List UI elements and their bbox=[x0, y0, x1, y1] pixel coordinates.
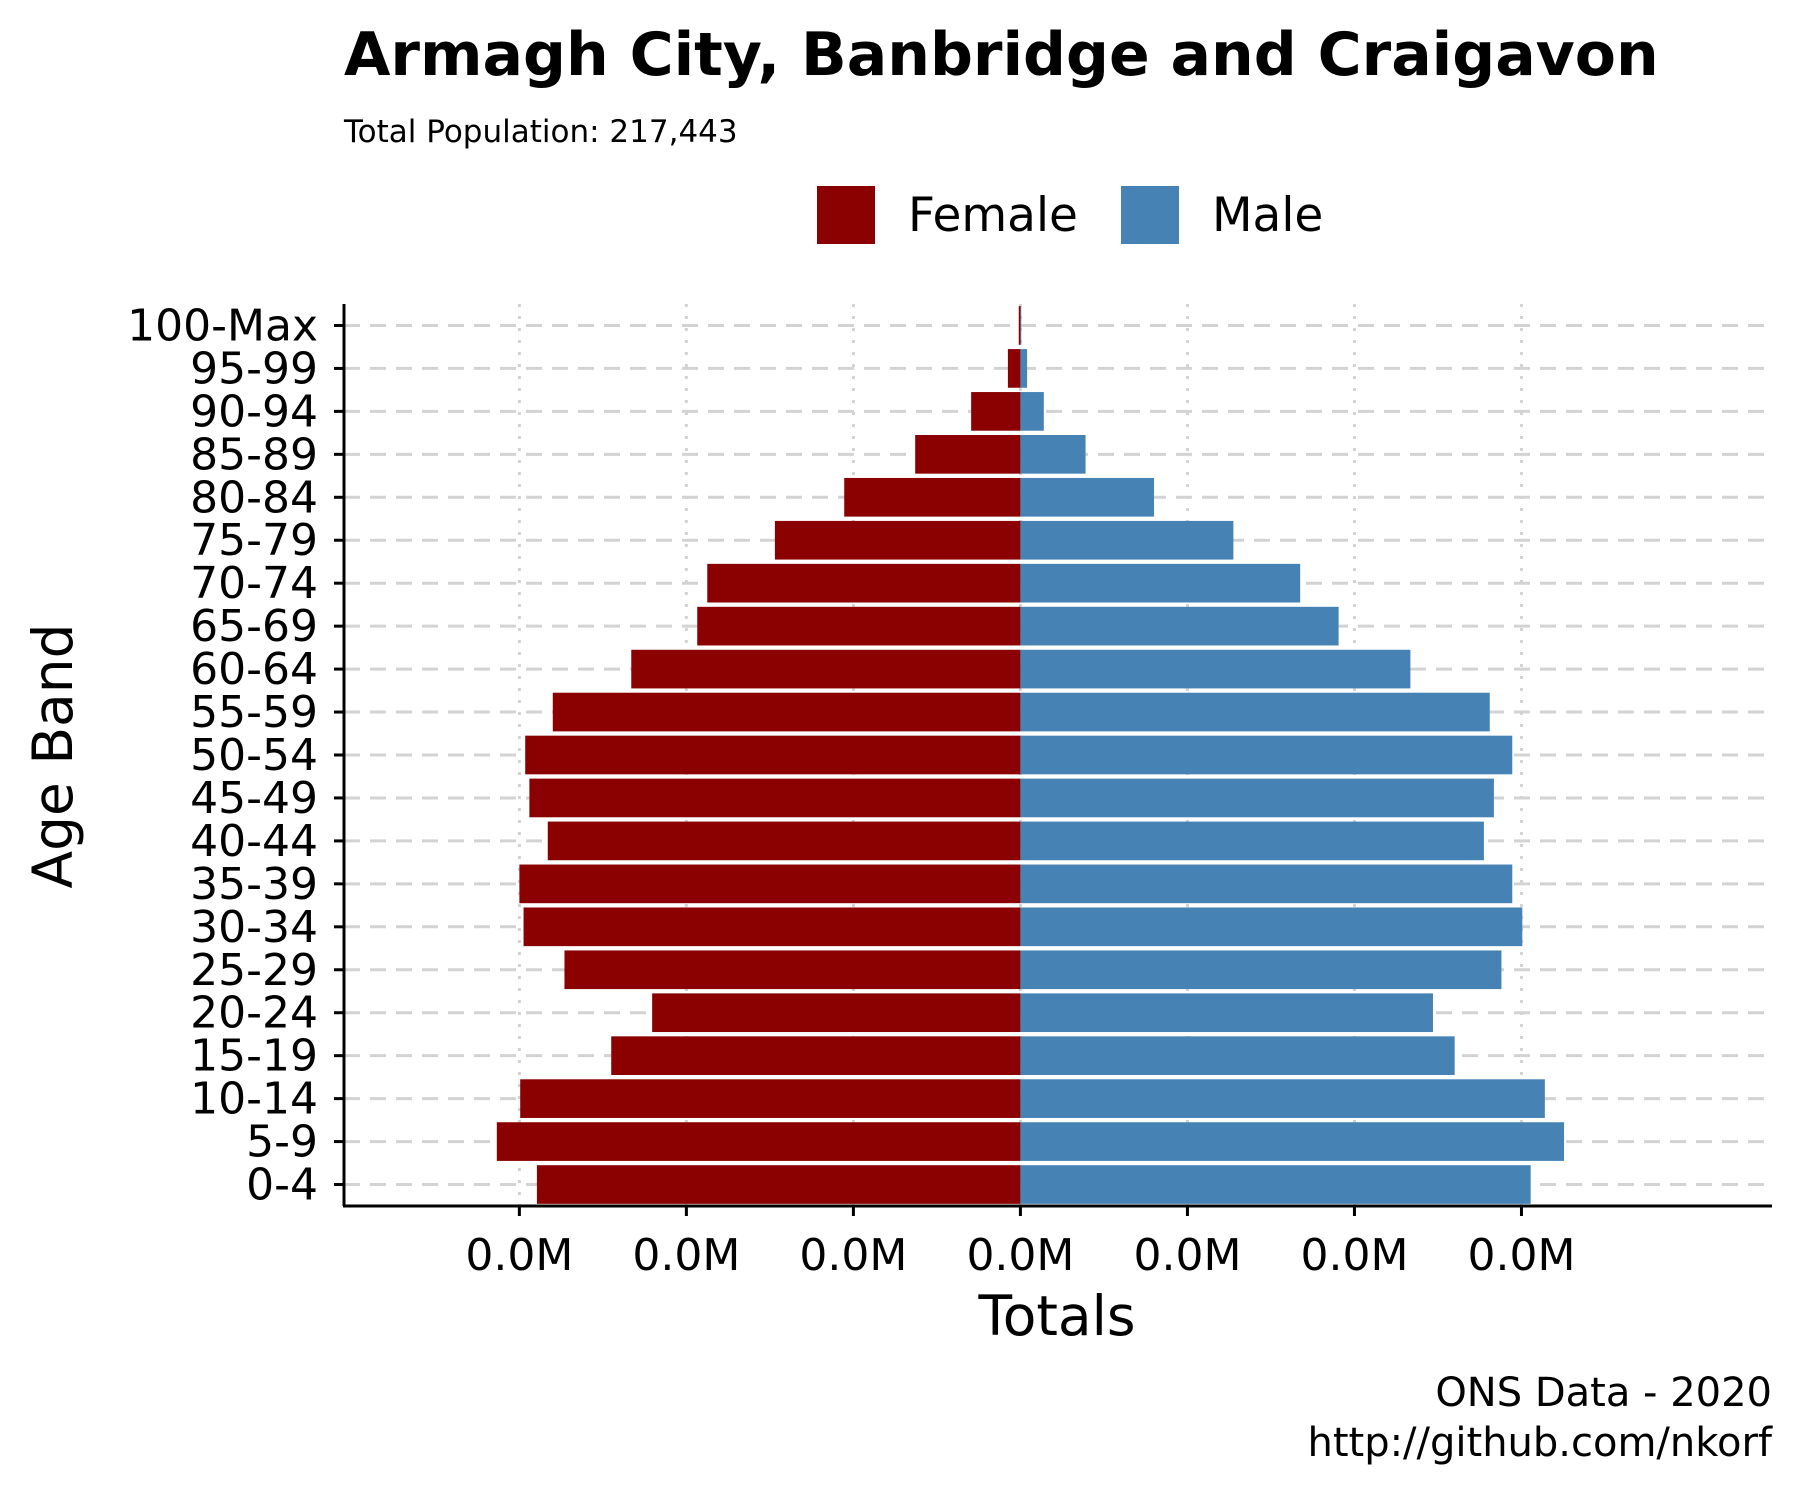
bar-female bbox=[611, 1036, 1021, 1075]
bar-male bbox=[1020, 1036, 1455, 1075]
y-tick-label: 20-24 bbox=[190, 988, 318, 1039]
x-tick-label: 0.0M bbox=[966, 1230, 1074, 1281]
y-tick-label: 55-59 bbox=[190, 687, 318, 738]
bar-female bbox=[915, 435, 1021, 474]
caption-source: ONS Data - 2020 bbox=[1435, 1370, 1772, 1416]
y-tick-label: 25-29 bbox=[190, 945, 318, 996]
y-tick-label: 10-14 bbox=[190, 1074, 318, 1125]
bar-male bbox=[1020, 1079, 1545, 1118]
y-tick-label: 0-4 bbox=[246, 1160, 318, 1211]
y-tick-label: 40-44 bbox=[190, 816, 318, 867]
bar-male bbox=[1020, 306, 1022, 345]
y-axis-title: Age Band bbox=[21, 623, 85, 888]
bar-female bbox=[652, 993, 1021, 1033]
y-tick-label: 65-69 bbox=[190, 601, 318, 652]
chart-title: Armagh City, Banbridge and Craigavon bbox=[344, 20, 1659, 90]
bar-female bbox=[547, 821, 1021, 861]
y-tick-label: 75-79 bbox=[190, 515, 318, 566]
bar-male bbox=[1020, 864, 1513, 904]
x-tick-label: 0.0M bbox=[799, 1230, 907, 1281]
bar-male bbox=[1020, 821, 1484, 861]
y-tick-label: 35-39 bbox=[190, 859, 318, 910]
y-tick-label: 100-Max bbox=[127, 300, 318, 351]
bar-female bbox=[536, 1165, 1021, 1204]
bar-female bbox=[520, 1079, 1021, 1118]
bar-male bbox=[1020, 435, 1086, 474]
bar-female bbox=[523, 907, 1021, 947]
bar-female bbox=[525, 735, 1021, 775]
bar-male bbox=[1020, 477, 1155, 517]
y-tick-label: 90-94 bbox=[190, 386, 318, 437]
legend-swatch-female bbox=[817, 186, 875, 244]
y-tick-label: 5-9 bbox=[246, 1117, 318, 1168]
bar-female bbox=[529, 778, 1021, 818]
y-axis-ticks: 0-45-910-1415-1920-2425-2930-3435-3940-4… bbox=[127, 300, 344, 1211]
y-tick-label: 30-34 bbox=[190, 902, 318, 953]
bar-male bbox=[1020, 606, 1339, 646]
legend: Female Male bbox=[817, 186, 1323, 244]
bar-female bbox=[564, 950, 1021, 990]
bar-male bbox=[1020, 1122, 1565, 1161]
bar-female bbox=[519, 864, 1021, 904]
bar-male bbox=[1020, 692, 1490, 732]
bar-male bbox=[1020, 950, 1502, 990]
bar-female bbox=[496, 1122, 1021, 1161]
bar-female bbox=[1007, 349, 1021, 388]
y-tick-label: 85-89 bbox=[190, 429, 318, 480]
bar-male bbox=[1020, 778, 1494, 818]
y-tick-label: 50-54 bbox=[190, 730, 318, 781]
bar-male bbox=[1020, 349, 1028, 388]
x-tick-label: 0.0M bbox=[1468, 1230, 1576, 1281]
bars bbox=[496, 306, 1565, 1204]
bar-female bbox=[631, 649, 1021, 689]
x-tick-label: 0.0M bbox=[1300, 1230, 1408, 1281]
y-tick-label: 80-84 bbox=[190, 472, 318, 523]
bar-male bbox=[1020, 735, 1513, 775]
chart-subtitle: Total Population: 217,443 bbox=[344, 114, 738, 150]
bar-male bbox=[1020, 563, 1301, 603]
bar-female bbox=[552, 692, 1021, 732]
y-tick-label: 15-19 bbox=[190, 1031, 318, 1082]
bar-female bbox=[707, 563, 1021, 603]
caption-url: http://github.com/nkorf bbox=[1307, 1420, 1772, 1466]
bar-female bbox=[697, 606, 1021, 646]
x-axis-title: Totals bbox=[977, 1284, 1135, 1348]
y-tick-label: 95-99 bbox=[190, 343, 318, 394]
bar-female bbox=[971, 392, 1021, 431]
x-axis-ticks: 0.0M 0.0M 0.0M 0.0M 0.0M 0.0M 0.0M bbox=[465, 1206, 1575, 1281]
x-tick-label: 0.0M bbox=[632, 1230, 740, 1281]
bar-male bbox=[1020, 993, 1433, 1033]
bar-male bbox=[1020, 520, 1234, 560]
bar-male bbox=[1020, 1165, 1531, 1204]
bar-female bbox=[844, 477, 1021, 517]
bar-female bbox=[1018, 306, 1021, 345]
x-tick-label: 0.0M bbox=[465, 1230, 573, 1281]
legend-label-female: Female bbox=[908, 188, 1078, 243]
legend-label-male: Male bbox=[1212, 188, 1323, 243]
x-tick-label: 0.0M bbox=[1133, 1230, 1241, 1281]
y-tick-label: 45-49 bbox=[190, 773, 318, 824]
bar-male bbox=[1020, 392, 1044, 431]
bar-male bbox=[1020, 907, 1523, 947]
bar-female bbox=[774, 520, 1021, 560]
y-tick-label: 60-64 bbox=[190, 644, 318, 695]
y-tick-label: 70-74 bbox=[190, 558, 318, 609]
legend-swatch-male bbox=[1121, 186, 1179, 244]
bar-male bbox=[1020, 649, 1411, 689]
